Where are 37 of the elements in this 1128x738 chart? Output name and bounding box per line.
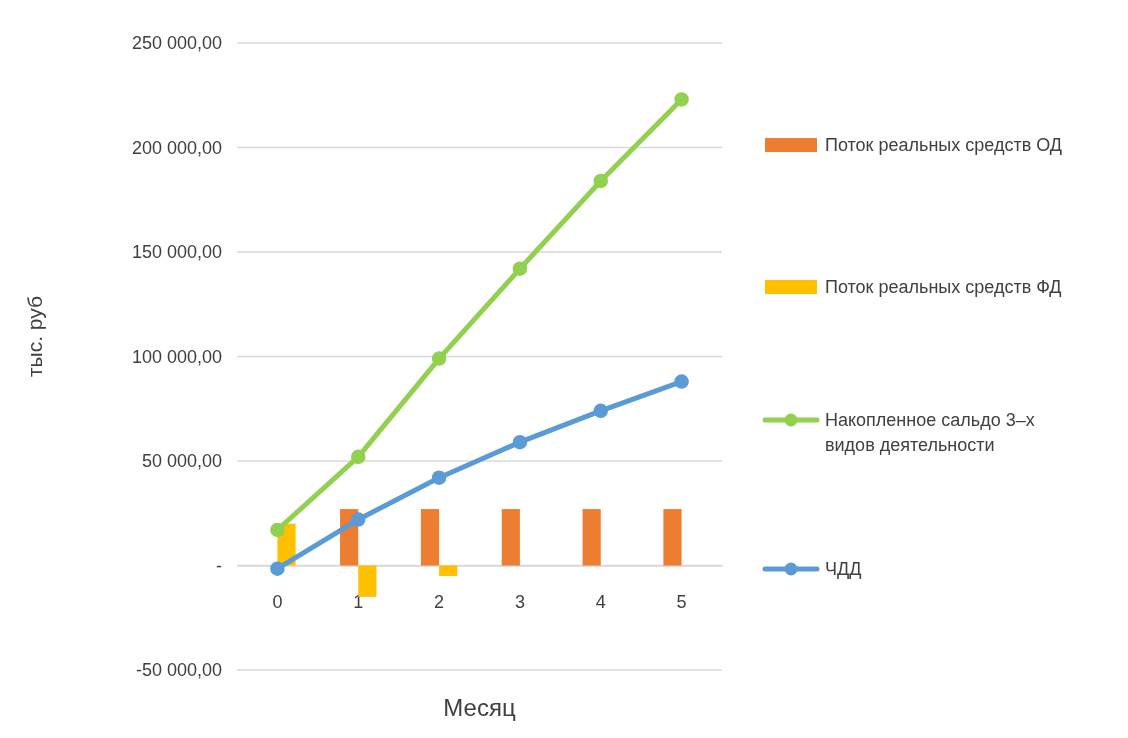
bar [501, 509, 520, 566]
point [431, 470, 447, 485]
y-tick-label: 100 000,00 [131, 346, 222, 367]
bar [439, 565, 458, 576]
bar [663, 509, 682, 566]
x-tick-label: 3 [514, 592, 525, 613]
legend-label: Поток реальных средств ОД [825, 135, 1063, 155]
legend-label: Накопленное сальдо 3–х видов деятельности [825, 410, 1035, 456]
point [351, 449, 366, 465]
y-tick-label: 50 000,00 [141, 451, 222, 472]
y-tick-label: 150 000,00 [131, 242, 222, 263]
point [512, 434, 528, 450]
point [674, 374, 689, 389]
point [431, 351, 447, 366]
x-tick-label: 0 [272, 592, 283, 613]
legend-label: ЧДД [825, 559, 862, 579]
point [593, 173, 608, 189]
point [270, 522, 285, 538]
y-tick-label: - [216, 555, 222, 576]
y-axis-title: тыс. руб [23, 295, 46, 378]
y-tick-label: 250 000,00 [131, 33, 222, 54]
point [512, 261, 528, 276]
bar [358, 565, 377, 597]
y-tick-label: -50 000,00 [135, 660, 222, 681]
point [351, 512, 366, 527]
x-tick-label: 2 [434, 592, 445, 613]
point [270, 561, 285, 576]
bar [582, 509, 601, 566]
y-tick-label: 200 000,00 [131, 137, 222, 158]
legend-label: Поток реальных средств ФД [825, 277, 1062, 297]
point [593, 403, 608, 419]
x-tick-label: 4 [595, 592, 606, 613]
x-axis-title: Месяц [443, 694, 516, 721]
bar [420, 509, 440, 566]
point [674, 92, 689, 107]
x-tick-label: 1 [353, 592, 364, 613]
x-tick-label: 5 [676, 592, 687, 613]
